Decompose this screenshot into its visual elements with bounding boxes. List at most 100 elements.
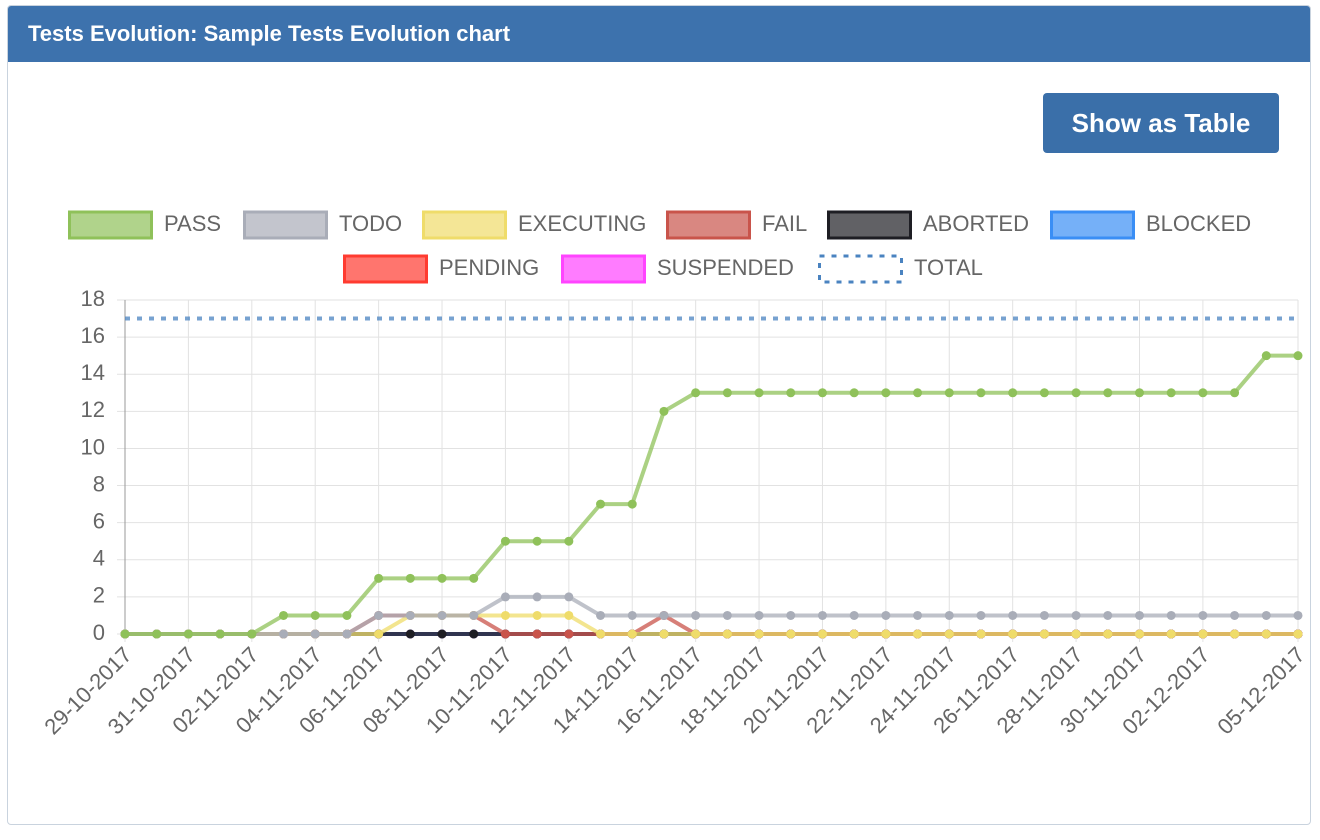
data-point xyxy=(437,610,447,620)
data-point xyxy=(1198,610,1208,620)
legend-label: TODO xyxy=(339,211,402,236)
data-point xyxy=(627,629,637,639)
data-point xyxy=(215,629,225,639)
data-point xyxy=(374,573,384,583)
data-point xyxy=(849,629,859,639)
legend-label: ABORTED xyxy=(923,211,1029,236)
data-point xyxy=(596,610,606,620)
data-point xyxy=(722,629,732,639)
data-point xyxy=(342,629,352,639)
data-point xyxy=(596,629,606,639)
y-tick-label: 10 xyxy=(81,434,105,459)
data-point xyxy=(1103,629,1113,639)
legend-swatch xyxy=(561,254,646,284)
show-table-button[interactable]: Show as Table xyxy=(1043,93,1279,153)
data-point xyxy=(469,610,479,620)
data-point xyxy=(596,499,606,509)
data-point xyxy=(564,629,574,639)
data-point xyxy=(722,610,732,620)
data-point xyxy=(532,536,542,546)
series-line xyxy=(125,613,1298,636)
data-point xyxy=(1230,629,1240,639)
data-point xyxy=(944,629,954,639)
series-line xyxy=(125,353,1298,636)
data-point xyxy=(1134,610,1144,620)
y-tick-label: 8 xyxy=(93,471,105,496)
data-point xyxy=(817,610,827,620)
data-point xyxy=(1008,610,1018,620)
data-point xyxy=(817,388,827,398)
data-point xyxy=(786,610,796,620)
data-point xyxy=(152,629,162,639)
data-point xyxy=(659,610,669,620)
data-point xyxy=(405,629,415,639)
data-point xyxy=(913,610,923,620)
data-point xyxy=(786,388,796,398)
legend-label: SUSPENDED xyxy=(657,255,794,280)
data-point xyxy=(532,610,542,620)
data-point xyxy=(437,629,447,639)
series-line xyxy=(125,613,1298,636)
data-point xyxy=(1261,610,1271,620)
data-point xyxy=(944,388,954,398)
data-point xyxy=(1293,610,1303,620)
data-point xyxy=(817,629,827,639)
data-point xyxy=(1134,629,1144,639)
data-point xyxy=(1134,388,1144,398)
legend-swatch xyxy=(666,210,751,240)
legend-swatch xyxy=(343,254,428,284)
data-point xyxy=(913,629,923,639)
legend-swatch xyxy=(1050,210,1135,240)
data-point xyxy=(532,629,542,639)
legend-label: FAIL xyxy=(762,211,807,236)
data-point xyxy=(1198,629,1208,639)
data-point xyxy=(342,610,352,620)
y-tick-label: 2 xyxy=(93,583,105,608)
y-tick-label: 12 xyxy=(81,397,105,422)
data-point xyxy=(564,592,574,602)
data-point xyxy=(1166,610,1176,620)
series-line xyxy=(125,594,1298,636)
data-point xyxy=(120,629,130,639)
legend-swatch xyxy=(422,210,507,240)
legend-swatch xyxy=(827,210,912,240)
data-point xyxy=(722,388,732,398)
data-point xyxy=(500,610,510,620)
legend-swatch xyxy=(818,254,903,284)
data-point xyxy=(786,629,796,639)
y-tick-label: 6 xyxy=(93,508,105,533)
data-point xyxy=(532,592,542,602)
data-point xyxy=(849,610,859,620)
legend-swatch xyxy=(243,210,328,240)
legend-label: PENDING xyxy=(439,255,539,280)
data-point xyxy=(1166,629,1176,639)
data-point xyxy=(1293,629,1303,639)
data-point xyxy=(1071,388,1081,398)
data-point xyxy=(1166,388,1176,398)
data-point xyxy=(1039,388,1049,398)
data-point xyxy=(976,388,986,398)
data-point xyxy=(500,592,510,602)
data-point xyxy=(183,629,193,639)
data-point xyxy=(405,610,415,620)
data-point xyxy=(754,388,764,398)
data-point xyxy=(247,629,257,639)
data-point xyxy=(691,388,701,398)
data-point xyxy=(659,406,669,416)
data-point xyxy=(469,629,479,639)
data-point xyxy=(976,629,986,639)
data-point xyxy=(691,629,701,639)
data-point xyxy=(1230,610,1240,620)
data-point xyxy=(310,629,320,639)
data-point xyxy=(279,610,289,620)
data-point xyxy=(500,629,510,639)
data-point xyxy=(564,536,574,546)
data-point xyxy=(1071,610,1081,620)
data-point xyxy=(627,610,637,620)
x-tick-label: 05-12-2017 xyxy=(1212,642,1309,739)
data-point xyxy=(754,629,764,639)
legend-label: PASS xyxy=(164,211,221,236)
data-point xyxy=(849,388,859,398)
data-point xyxy=(1039,629,1049,639)
